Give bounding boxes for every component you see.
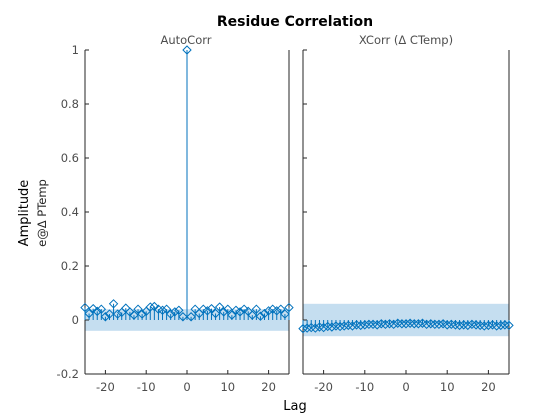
autocorr-point — [178, 312, 188, 322]
autocorr-point — [251, 304, 262, 314]
xcorr-point — [298, 323, 308, 334]
autocorr-point — [165, 309, 176, 319]
autocorr-y-tick-label: 0.2 — [61, 259, 79, 273]
autocorr-point — [182, 45, 192, 55]
autocorr-x-tick-label: 0 — [183, 380, 190, 394]
xcorr-point — [339, 321, 349, 331]
autocorr-point — [227, 310, 237, 320]
autocorr-point — [100, 312, 111, 322]
xcorr-point — [364, 319, 374, 330]
autocorr-point — [219, 307, 229, 317]
autocorr-point — [92, 306, 102, 317]
autocorr-panel: AutoCorr -20 -10 0 10 20 -0.2 0 0.2 0.4 0.6 0.8 1 — [57, 33, 294, 394]
autocorr-point — [259, 308, 270, 319]
autocorr-panel-title: AutoCorr — [160, 33, 211, 47]
xcorr-point — [491, 321, 502, 331]
xcorr-point — [360, 320, 370, 330]
xcorr-x-tick-label: -10 — [355, 380, 374, 394]
xcorr-x-tick-label: 10 — [440, 380, 455, 394]
autocorr-point — [161, 304, 172, 314]
autocorr-point — [174, 305, 184, 315]
xcorr-point — [496, 320, 506, 331]
xcorr-point — [430, 319, 440, 330]
autocorr-point — [223, 304, 233, 314]
xcorr-panel: XCorr (Δ CTemp) -20 -10 0 10 20 — [298, 33, 514, 394]
autocorr-point — [206, 303, 217, 314]
chart-title: Residue Correlation — [217, 14, 373, 30]
autocorr-point — [96, 304, 107, 314]
autocorr-point — [104, 309, 115, 319]
autocorr-point — [112, 309, 123, 319]
xcorr-point — [463, 320, 473, 331]
xcorr-x-tick-label: -20 — [314, 380, 333, 394]
xcorr-point — [421, 319, 432, 330]
autocorr-y-tick-label: 0.6 — [61, 151, 79, 165]
autocorr-point — [276, 304, 286, 314]
xcorr-point — [335, 321, 345, 332]
xcorr-point — [355, 320, 366, 331]
autocorr-point — [202, 306, 213, 316]
autocorr-y-tick-label: 0.8 — [61, 97, 79, 111]
autocorr-point — [210, 308, 221, 319]
autocorr-point — [214, 302, 225, 312]
autocorr-y-tick-label: 1 — [72, 43, 79, 57]
autocorr-point — [157, 305, 168, 315]
autocorr-point — [263, 306, 274, 316]
xcorr-point — [380, 319, 391, 330]
xcorr-point — [347, 321, 358, 331]
autocorr-point — [255, 311, 266, 321]
xcorr-point — [434, 319, 444, 330]
autocorr-point — [284, 302, 294, 313]
autocorr-y-tick-label: 0.4 — [61, 205, 79, 219]
autocorr-point — [239, 304, 249, 314]
xcorr-x-tick-label: 20 — [481, 380, 496, 394]
xcorr-point — [401, 319, 411, 329]
autocorr-point — [137, 309, 147, 319]
autocorr-point — [235, 307, 245, 317]
xcorr-x-tick-label: 0 — [402, 380, 409, 394]
autocorr-point — [108, 299, 119, 309]
xcorr-point — [310, 323, 321, 333]
xcorr-point — [397, 319, 407, 329]
xcorr-point — [302, 323, 312, 333]
y-axis-label: Amplitude — [17, 180, 32, 247]
autocorr-x-tick-label: 10 — [220, 380, 235, 394]
autocorr-point — [129, 310, 139, 320]
xcorr-panel-title: XCorr (Δ CTemp) — [359, 33, 453, 47]
autocorr-point — [145, 302, 155, 312]
xcorr-point — [504, 320, 514, 331]
xcorr-point — [372, 320, 382, 330]
xcorr-point — [327, 322, 337, 332]
autocorr-x-tick-label: -10 — [137, 380, 156, 394]
autocorr-x-tick-label: 20 — [261, 380, 276, 394]
xcorr-point — [388, 319, 399, 330]
autocorr-point — [280, 309, 290, 319]
autocorr-x-tick-label: -20 — [96, 380, 115, 394]
autocorr-point — [170, 307, 180, 317]
xcorr-point — [454, 320, 465, 331]
autocorr-point — [133, 304, 143, 314]
xcorr-point — [318, 322, 329, 333]
xcorr-point — [483, 320, 494, 331]
autocorr-point — [88, 303, 98, 314]
y-axis-label-secondary: e@Δ PTemp — [35, 179, 49, 247]
x-axis-label: Lag — [283, 399, 306, 414]
autocorr-point — [247, 310, 257, 320]
autocorr-point — [84, 308, 94, 319]
autocorr-point — [149, 301, 160, 312]
xcorr-point — [413, 319, 424, 329]
autocorr-point — [80, 302, 90, 313]
autocorr-point — [186, 312, 196, 322]
xcorr-point — [479, 321, 489, 331]
autocorr-y-tick-label: -0.2 — [57, 367, 79, 381]
xcorr-point — [442, 320, 452, 330]
xcorr-point — [409, 319, 419, 329]
autocorr-point — [125, 307, 135, 317]
autocorr-point — [272, 306, 282, 316]
autocorr-y-tick-label: 0 — [72, 313, 79, 327]
